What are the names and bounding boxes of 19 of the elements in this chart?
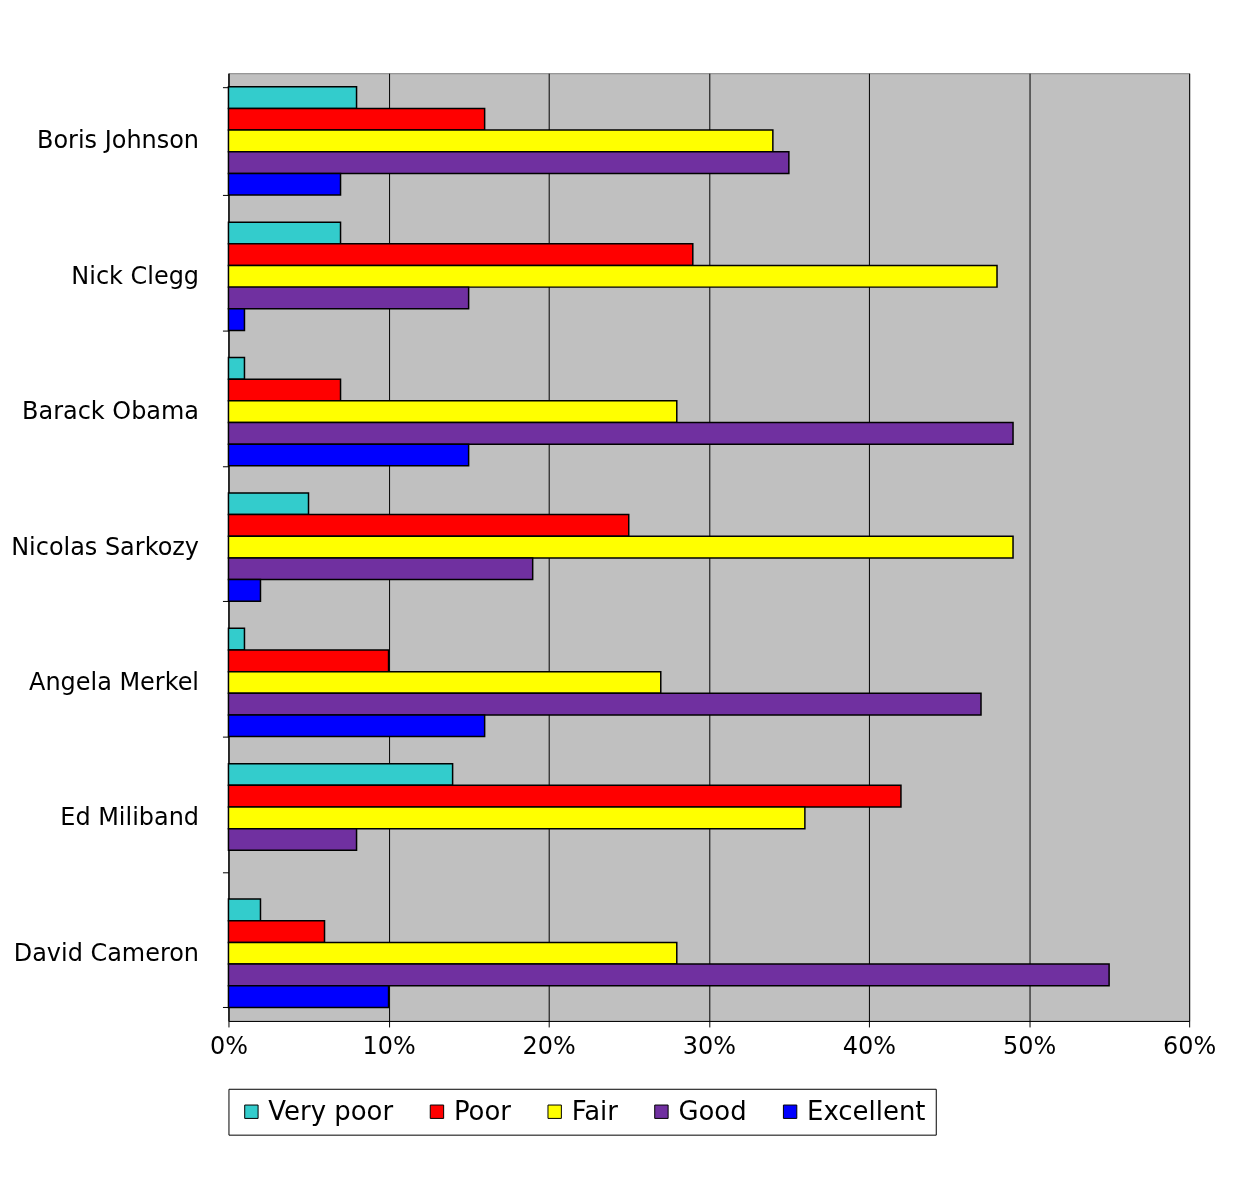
y-tick-label: Barack Obama — [22, 397, 200, 426]
x-tick-label: 10% — [362, 1032, 416, 1061]
legend-label: Excellent — [807, 1095, 926, 1126]
x-tick-label: 30% — [682, 1032, 736, 1061]
x-tick-label: 0% — [209, 1032, 248, 1061]
x-tick-label: 60% — [1163, 1032, 1217, 1061]
y-tick-label: Ed Miliband — [60, 803, 200, 832]
legend-label: Poor — [453, 1095, 512, 1126]
y-tick-label: Nicolas Sarkozy — [11, 532, 200, 561]
x-tick-label: 40% — [842, 1032, 897, 1061]
y-tick-label: Angela Merkel — [29, 667, 200, 696]
y-tick-label: Boris Johnson — [37, 126, 200, 155]
x-tick-label: 20% — [522, 1032, 576, 1061]
x-tick-label: 50% — [1002, 1032, 1057, 1061]
y-tick-label: David Cameron — [13, 938, 200, 967]
legend-label: Good — [678, 1095, 747, 1126]
legend-label: Fair — [571, 1095, 619, 1126]
legend-label: Very poor — [268, 1095, 394, 1126]
y-tick-label: Nick Clegg — [71, 261, 200, 290]
